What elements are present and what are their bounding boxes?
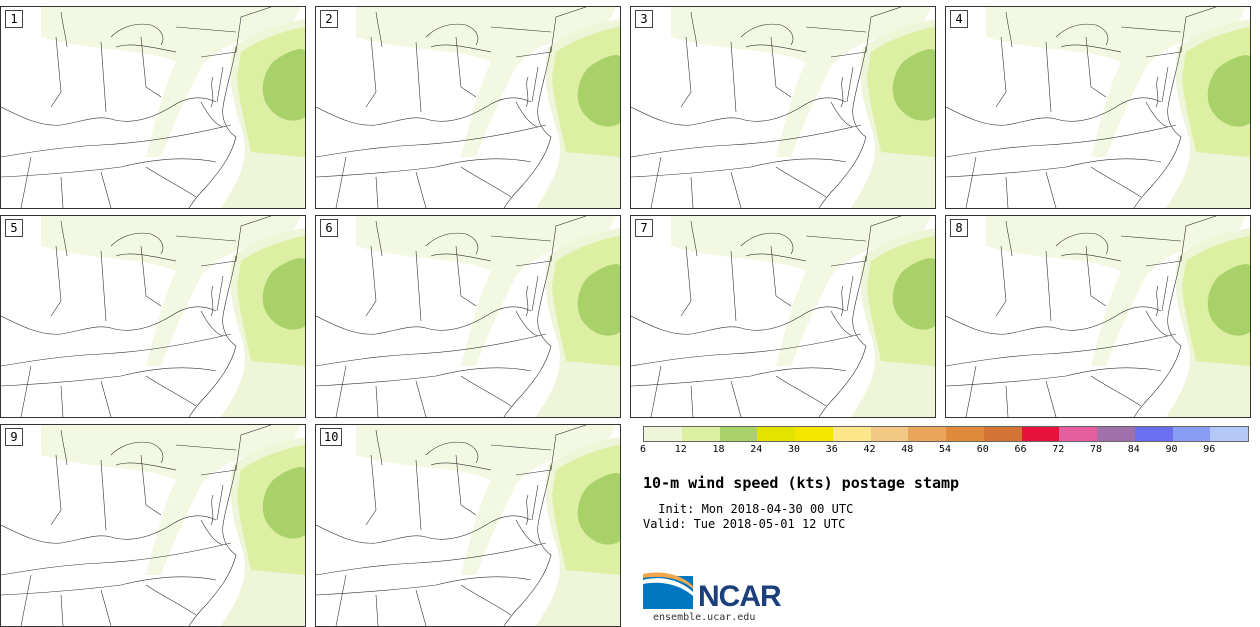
colorbar-tick: 66 xyxy=(1014,444,1027,455)
member-number-label: 5 xyxy=(5,219,23,237)
init-time: Init: Mon 2018-04-30 00 UTC xyxy=(651,502,854,516)
colorbar-tick-labels: 6 12 18 24 30 36 42 48 54 60 66 72 78 84 90 96 xyxy=(639,444,1249,458)
colorbar-tick: 6 xyxy=(639,444,647,455)
colorbar-swatch xyxy=(1097,427,1135,441)
ensemble-member-panel: 8 xyxy=(945,215,1251,418)
colorbar-swatch xyxy=(1059,427,1097,441)
site-url: ensemble.ucar.edu xyxy=(653,612,756,623)
ensemble-member-panel: 9 xyxy=(0,424,306,627)
member-number-label: 2 xyxy=(320,10,338,28)
ensemble-member-panel: 10 xyxy=(315,424,621,627)
colorbar-swatch xyxy=(832,427,871,441)
colorbar-tick: 90 xyxy=(1165,444,1178,455)
colorbar-tick: 42 xyxy=(863,444,876,455)
wind-speed-map xyxy=(316,425,620,626)
ncar-logo-icon xyxy=(643,572,693,609)
ensemble-member-panel: 2 xyxy=(315,6,621,209)
colorbar-tick: 24 xyxy=(750,444,763,455)
colorbar-swatch xyxy=(1134,427,1173,441)
colorbar-swatch xyxy=(681,427,720,441)
colorbar-tick: 36 xyxy=(825,444,838,455)
colorbar-swatch xyxy=(644,427,682,441)
wind-speed-map xyxy=(631,216,935,417)
colorbar-swatch xyxy=(1172,427,1211,441)
wind-speed-map xyxy=(946,216,1250,417)
wind-speed-map xyxy=(1,216,305,417)
colorbar-tick: 84 xyxy=(1127,444,1140,455)
member-number-label: 1 xyxy=(5,10,23,28)
figure-title: 10-m wind speed (kts) postage stamp xyxy=(643,474,960,492)
ncar-logo-text: NCAR xyxy=(698,580,782,613)
colorbar-swatch xyxy=(719,427,758,441)
colorbar-tick: 30 xyxy=(787,444,801,455)
member-number-label: 4 xyxy=(950,10,968,28)
colorbar-tick: 12 xyxy=(674,444,687,455)
wind-speed-map xyxy=(946,7,1250,208)
member-number-label: 3 xyxy=(635,10,653,28)
wind-speed-map xyxy=(1,7,305,208)
colorbar-swatch xyxy=(795,427,833,441)
ensemble-member-panel: 6 xyxy=(315,215,621,418)
member-number-label: 10 xyxy=(320,428,343,446)
colorbar-tick: 48 xyxy=(901,444,914,455)
ensemble-member-panel: 1 xyxy=(0,6,306,209)
ensemble-member-panel: 7 xyxy=(630,215,936,418)
colorbar-tick: 72 xyxy=(1052,444,1065,455)
colorbar-tick: 96 xyxy=(1203,444,1216,455)
colorbar-swatch xyxy=(1210,427,1248,441)
colorbar-tick: 54 xyxy=(938,444,952,455)
colorbar-tick: 18 xyxy=(712,444,725,455)
member-number-label: 6 xyxy=(320,219,338,237)
member-number-label: 8 xyxy=(950,219,968,237)
member-number-label: 7 xyxy=(635,219,653,237)
colorbar-tick: 60 xyxy=(976,444,989,455)
colorbar-swatch xyxy=(1021,427,1060,441)
ensemble-member-panel: 4 xyxy=(945,6,1251,209)
wind-speed-map xyxy=(316,7,620,208)
colorbar-swatch xyxy=(983,427,1022,441)
wind-speed-colorbar xyxy=(643,426,1249,442)
valid-time: Valid: Tue 2018-05-01 12 UTC xyxy=(643,517,846,531)
ensemble-member-panel: 3 xyxy=(630,6,936,209)
colorbar-swatch xyxy=(870,427,909,441)
wind-speed-map xyxy=(631,7,935,208)
member-number-label: 9 xyxy=(5,428,23,446)
colorbar-swatch xyxy=(908,427,946,441)
colorbar-tick: 78 xyxy=(1089,444,1103,455)
colorbar-swatch xyxy=(946,427,984,441)
ensemble-member-panel: 5 xyxy=(0,215,306,418)
wind-speed-map xyxy=(1,425,305,626)
colorbar-swatch xyxy=(757,427,795,441)
wind-speed-map xyxy=(316,216,620,417)
